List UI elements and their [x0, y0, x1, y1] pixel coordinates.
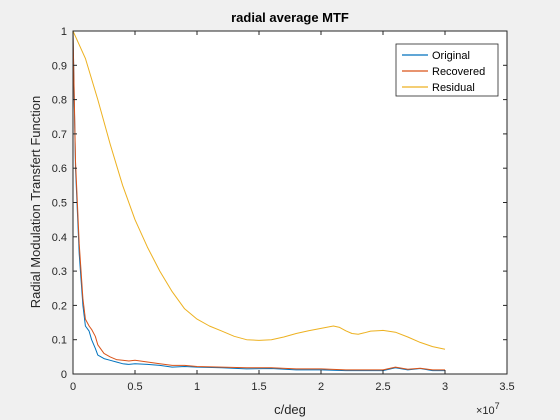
- legend: Original Recovered Residual: [395, 43, 499, 97]
- x-tick-label: 3: [442, 381, 448, 393]
- series-layer: [73, 31, 446, 372]
- y-tick-label: 0.3: [52, 266, 67, 278]
- legend-label-original: Original: [432, 50, 470, 62]
- x-tick-label: 3.5: [499, 381, 514, 393]
- x-tick-label: 2.5: [375, 381, 390, 393]
- x-axis-label: c/deg: [274, 402, 306, 417]
- y-tick-label: 0.7: [52, 129, 67, 141]
- series-line-original: [73, 31, 445, 372]
- chart-title: radial average MTF: [231, 10, 349, 25]
- y-tick-label: 0.1: [52, 335, 67, 347]
- x-axis-exponent: ×107: [476, 401, 500, 417]
- series-line-residual: [73, 31, 446, 350]
- x-tick-label: 0.5: [127, 381, 142, 393]
- y-tick-label: 0.8: [52, 95, 67, 107]
- series-line-recovered: [73, 31, 445, 371]
- y-tick-label: 0.2: [52, 300, 67, 312]
- legend-label-residual: Residual: [432, 82, 475, 94]
- x-tick-label: 0: [70, 381, 76, 393]
- y-tick-label: 0.5: [52, 198, 67, 210]
- x-tick-label: 2: [318, 381, 324, 393]
- x-tick-label: 1: [194, 381, 200, 393]
- y-tick-label: 1: [61, 26, 67, 38]
- x-tick-label: 1.5: [251, 381, 266, 393]
- y-tick-label: 0.9: [52, 60, 67, 72]
- y-tick-label: 0: [61, 369, 67, 381]
- y-tick-label: 0.6: [52, 163, 67, 175]
- legend-label-recovered: Recovered: [432, 66, 485, 78]
- x-axis-ticks: 0 0.5 1 1.5 2 2.5 3 3.5: [70, 31, 515, 393]
- x-exponent-power: 7: [495, 401, 500, 411]
- y-axis-label: Radial Modulation Transfert Function: [28, 96, 43, 308]
- y-tick-label: 0.4: [52, 232, 67, 244]
- y-axis-ticks: 0 0.1 0.2 0.3 0.4 0.5 0.6 0.7 0.8 0.9 1: [52, 26, 507, 381]
- x-exponent-base: ×10: [476, 405, 495, 417]
